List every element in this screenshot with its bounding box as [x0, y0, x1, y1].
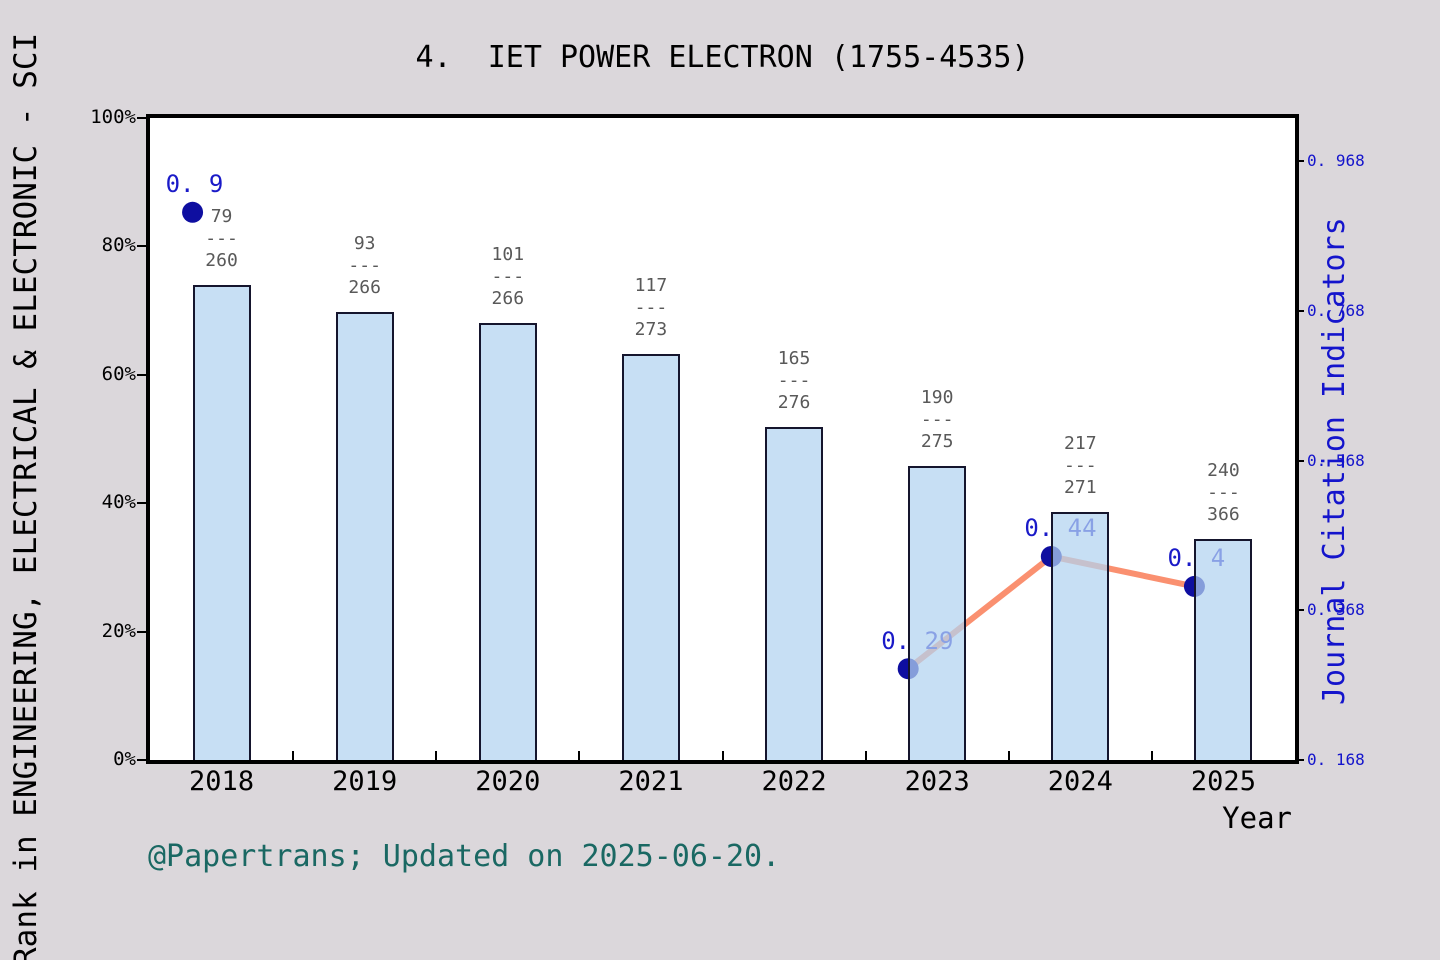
fraction-numerator: 240: [1207, 460, 1240, 482]
x-ticks-layer: [150, 118, 1295, 760]
jci-point-label: 0. 9: [165, 170, 224, 199]
bar-fraction-label: 117 --- 273: [603, 275, 699, 341]
left-tick-label: 60%: [101, 362, 136, 385]
left-tick-label: 80%: [101, 234, 136, 257]
fraction-separator: ---: [348, 254, 381, 276]
fraction-separator: ---: [777, 369, 811, 391]
plot-area: 0. 90. 290. 440. 4 79---26093---266101--…: [146, 114, 1299, 764]
right-tick-label: 0. 568: [1307, 450, 1365, 470]
bar-fraction-label: 217 --- 271: [1032, 433, 1128, 499]
x-boundary-tick: [1150, 751, 1153, 760]
x-tick-label-2022: 2022: [761, 766, 827, 797]
right-tick-mark: [1295, 310, 1304, 313]
x-tick-label-2021: 2021: [618, 766, 684, 797]
fraction-denominator: 366: [1207, 504, 1240, 526]
x-axis-title: Year: [1222, 801, 1292, 835]
left-tick-mark: [137, 373, 146, 376]
fraction-numerator: 93: [353, 232, 376, 254]
bar-2020: [478, 322, 537, 760]
left-tick-mark: [137, 117, 146, 119]
bar-fraction-label: 165 --- 276: [746, 348, 842, 414]
bar-fraction-label: 79 --- 260: [174, 206, 270, 272]
jci-marker: [182, 201, 204, 223]
x-boundary-tick: [864, 751, 867, 760]
fraction-separator: ---: [1207, 482, 1240, 504]
right-tick-mark: [1295, 759, 1304, 761]
left-tick-mark: [137, 759, 146, 761]
right-tick-mark: [1295, 459, 1304, 462]
fraction-numerator: 165: [777, 347, 811, 369]
x-tick-label-2024: 2024: [1047, 766, 1113, 797]
fraction-denominator: 273: [634, 319, 668, 341]
fraction-denominator: 271: [1064, 477, 1097, 499]
bar-fraction-label: 240 --- 366: [1175, 460, 1271, 526]
fraction-denominator: 276: [777, 391, 811, 413]
right-tick-label: 0. 968: [1307, 151, 1365, 171]
bar-2023: [908, 465, 967, 760]
x-boundary-tick: [721, 751, 724, 760]
bar-2018: [192, 284, 251, 760]
right-tick-label: 0. 768: [1307, 301, 1365, 321]
fraction-separator: ---: [920, 408, 954, 430]
x-boundary-tick: [292, 751, 295, 760]
left-tick-label: 0%: [113, 748, 136, 770]
x-boundary-tick: [435, 751, 438, 760]
chart-title: 4. IET POWER ELECTRON (1755-4535): [415, 40, 1030, 75]
fraction-denominator: 260: [205, 249, 238, 271]
fraction-numerator: 217: [1064, 433, 1097, 455]
fraction-denominator: 266: [348, 276, 381, 298]
fraction-separator: ---: [1064, 455, 1097, 477]
fraction-labels-layer: 79 --- 260 93 --- 266 101 --- 266 117 --- 273 165 ---…: [150, 118, 1295, 760]
x-boundary-tick: [1007, 751, 1010, 760]
bars-layer: [150, 118, 1295, 760]
right-tick-mark: [1295, 609, 1304, 612]
x-tick-label-2019: 2019: [332, 766, 398, 797]
fraction-numerator: 79: [210, 205, 233, 227]
fraction-denominator: 275: [920, 430, 954, 452]
x-tick-label-2023: 2023: [904, 766, 970, 797]
bar-2024: [1051, 512, 1110, 760]
fraction-numerator: 190: [920, 386, 954, 408]
bar-2019: [335, 311, 394, 760]
fraction-separator: ---: [491, 265, 525, 287]
bar-fraction-label: 101 --- 266: [460, 244, 556, 310]
bar-2022: [765, 426, 824, 760]
left-tick-label: 100%: [90, 106, 136, 128]
fraction-separator: ---: [634, 297, 668, 319]
fraction-numerator: 101: [491, 243, 525, 265]
bar-2025: [1194, 539, 1253, 760]
right-tick-mark: [1295, 160, 1304, 163]
x-tick-label-2018: 2018: [189, 766, 255, 797]
left-axis-title: Rank in ENGINEERING, ELECTRICAL & ELECTR…: [8, 32, 44, 960]
right-tick-label: 0. 368: [1307, 600, 1365, 620]
left-tick-mark: [137, 245, 146, 248]
x-tick-label-2020: 2020: [475, 766, 541, 797]
bar-fraction-label: 190 --- 275: [889, 387, 985, 453]
left-tick-mark: [137, 502, 146, 505]
fraction-separator: ---: [205, 227, 238, 249]
fraction-numerator: 117: [634, 275, 668, 297]
bar-2021: [621, 354, 680, 760]
left-tick-label: 20%: [101, 619, 136, 642]
x-boundary-tick: [578, 751, 581, 760]
fraction-denominator: 266: [491, 287, 525, 309]
bar-fraction-label: 93 --- 266: [317, 233, 413, 299]
caption: @Papertrans; Updated on 2025-06-20.: [148, 839, 781, 874]
x-tick-label-2025: 2025: [1190, 766, 1256, 797]
left-tick-label: 40%: [101, 491, 136, 514]
left-tick-mark: [137, 630, 146, 633]
right-tick-label: 0. 168: [1307, 750, 1365, 769]
